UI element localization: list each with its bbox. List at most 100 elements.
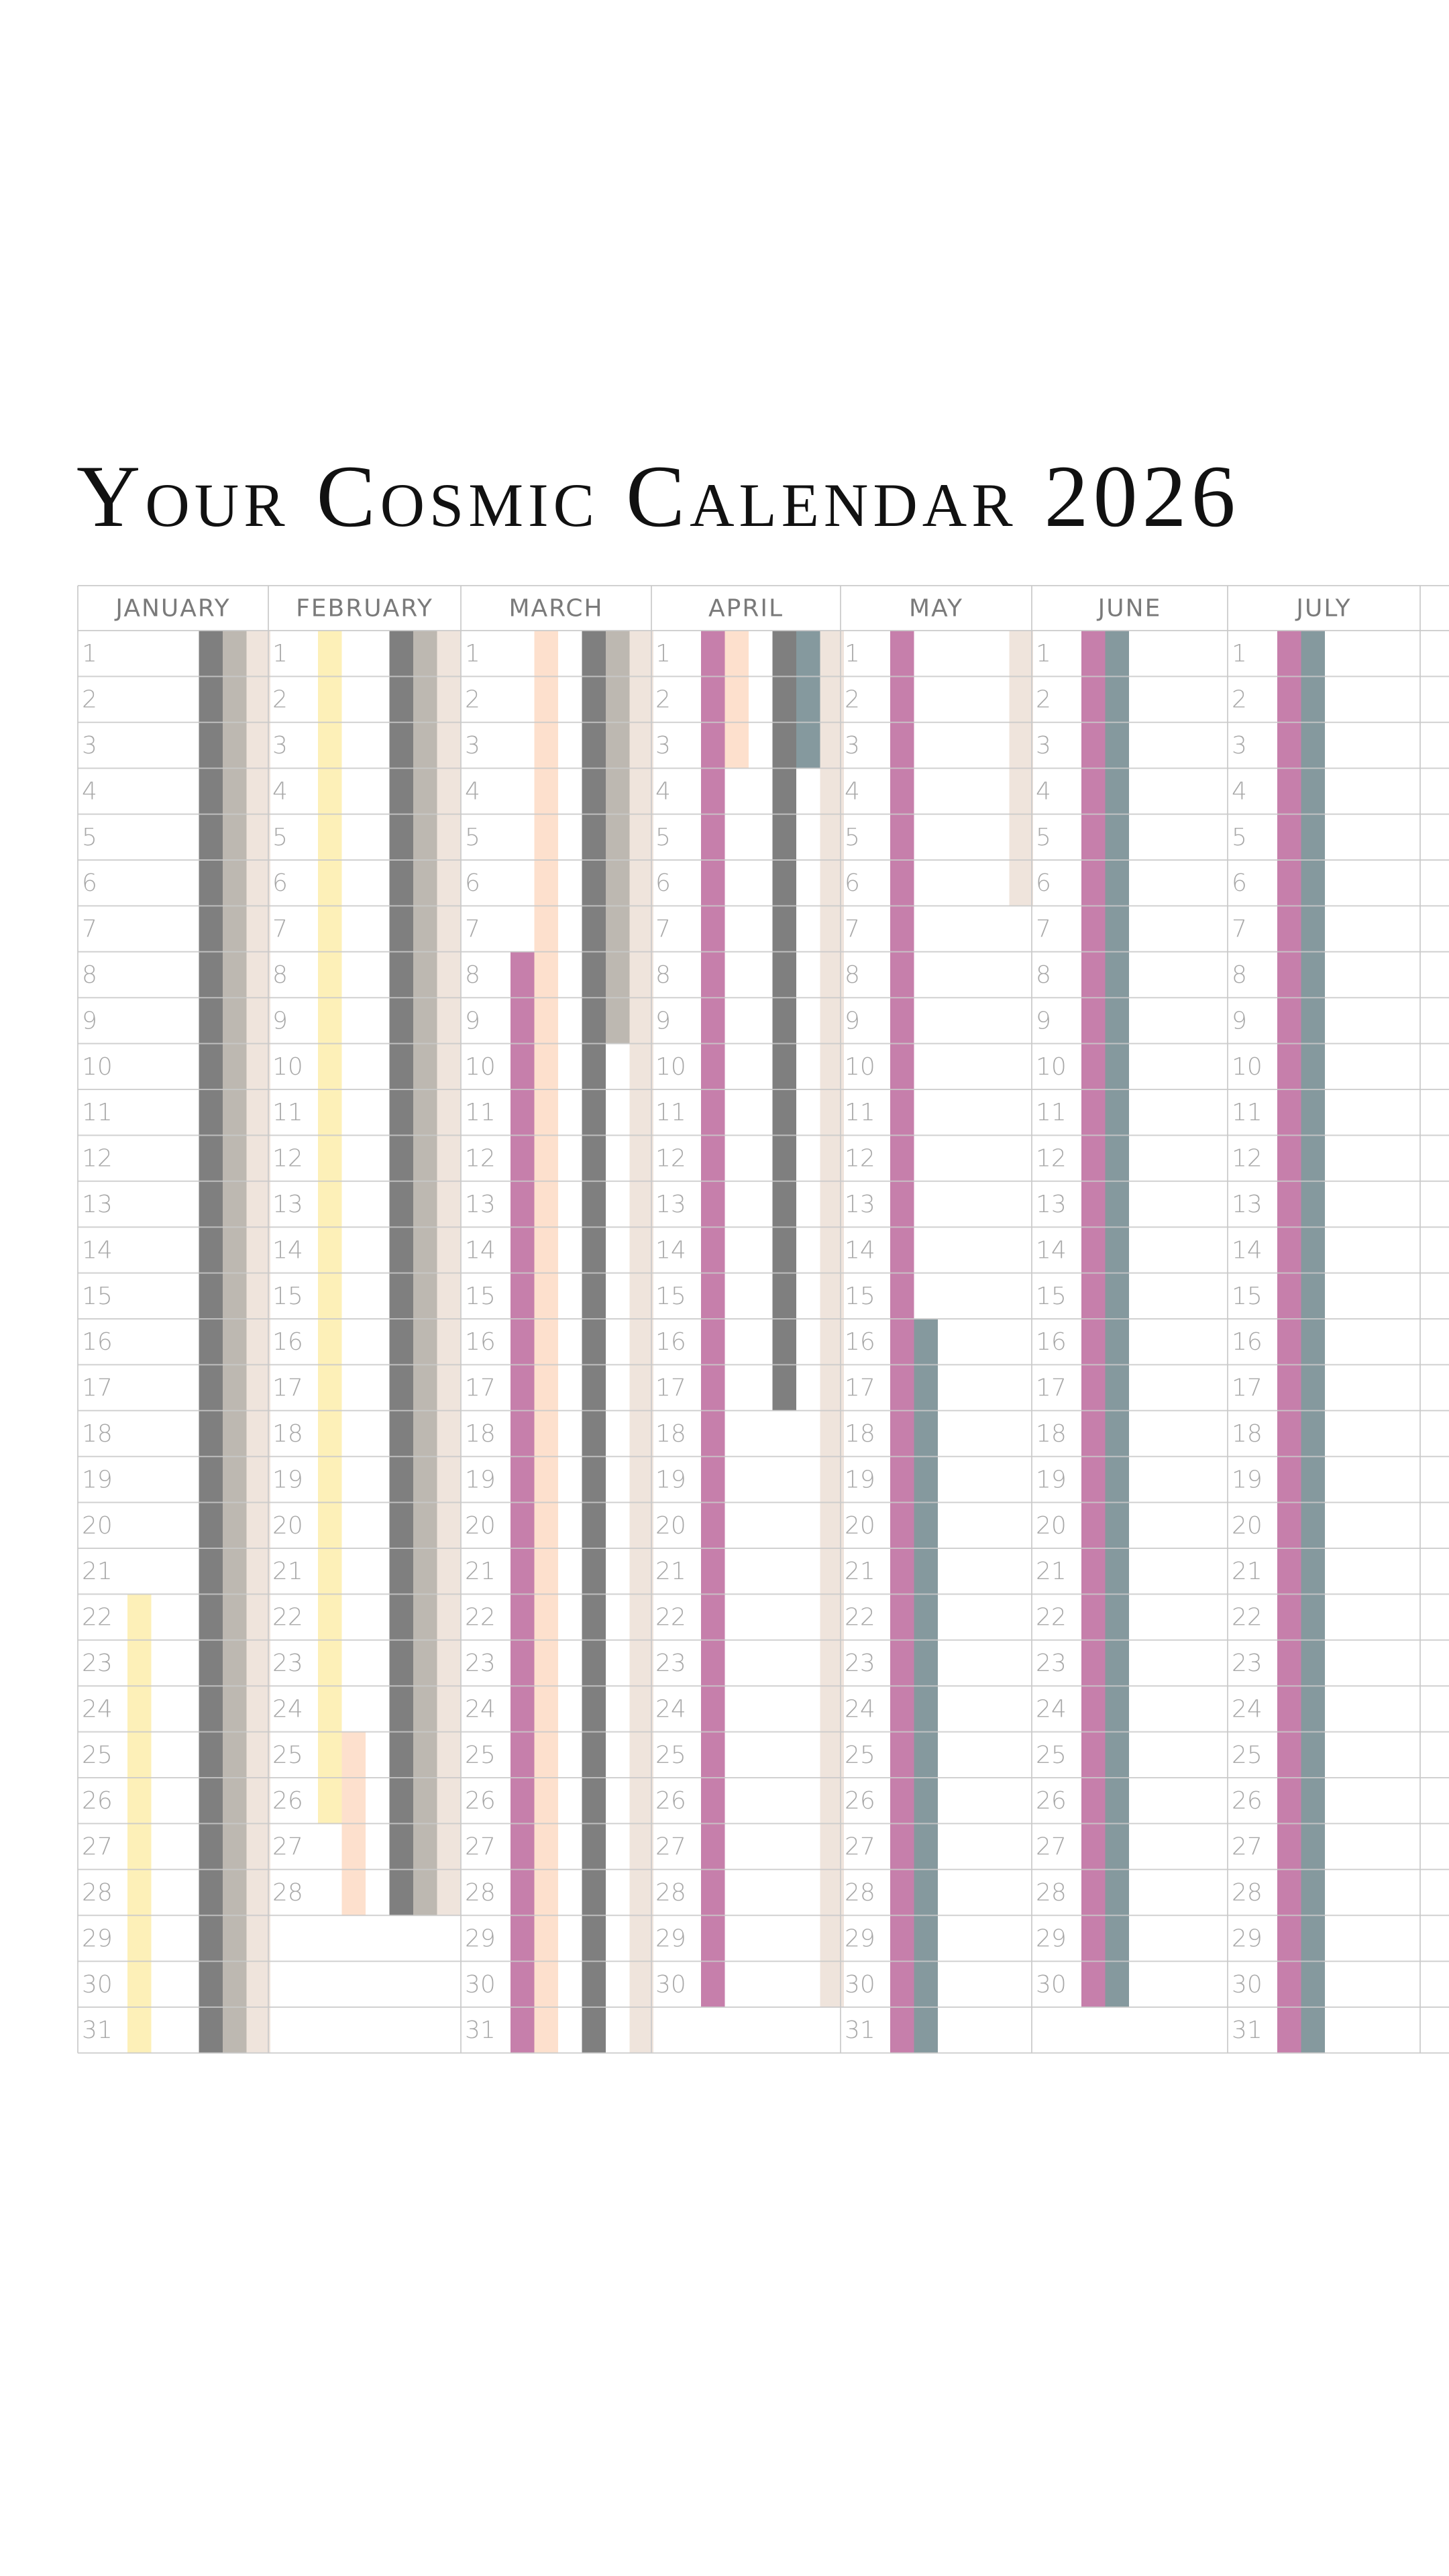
day-number: 2 xyxy=(272,686,288,714)
day-number: 23 xyxy=(465,1650,496,1677)
day-number: 15 xyxy=(655,1283,686,1310)
period-bar xyxy=(772,631,796,1411)
day-number: 22 xyxy=(1036,1604,1067,1631)
day-number: 11 xyxy=(272,1099,303,1126)
day-number: 22 xyxy=(655,1604,686,1631)
day-number: 2 xyxy=(845,686,860,714)
day-number: 21 xyxy=(655,1558,686,1585)
day-number: 19 xyxy=(465,1466,496,1493)
month-name: MARCH xyxy=(508,595,603,623)
day-number: 4 xyxy=(1232,777,1247,805)
day-number: 26 xyxy=(272,1787,303,1815)
day-number: 28 xyxy=(272,1879,303,1907)
day-number: 22 xyxy=(272,1604,303,1631)
day-number: 11 xyxy=(82,1099,113,1126)
day-number: 4 xyxy=(845,777,860,805)
day-number: 11 xyxy=(845,1099,875,1126)
day-number: 10 xyxy=(1232,1053,1263,1081)
day-number: 20 xyxy=(465,1512,496,1540)
day-number: 4 xyxy=(655,777,671,805)
day-number: 25 xyxy=(1232,1741,1263,1769)
period-bar xyxy=(796,631,820,769)
day-number: 31 xyxy=(1232,2017,1263,2044)
day-number: 7 xyxy=(272,916,288,943)
day-number: 1 xyxy=(272,640,288,667)
day-number: 30 xyxy=(845,1971,875,1998)
day-number: 7 xyxy=(845,916,860,943)
day-number: 15 xyxy=(82,1283,113,1310)
day-number: 26 xyxy=(1036,1787,1067,1815)
day-number: 11 xyxy=(1232,1099,1263,1126)
day-number: 6 xyxy=(1232,869,1247,897)
day-number: 25 xyxy=(465,1741,496,1769)
day-number: 17 xyxy=(465,1375,496,1402)
day-number: 30 xyxy=(465,1971,496,1998)
day-number: 23 xyxy=(1232,1650,1263,1677)
day-number: 8 xyxy=(465,961,480,989)
day-number: 27 xyxy=(845,1833,875,1861)
day-number: 24 xyxy=(465,1695,496,1723)
day-number: 1 xyxy=(1232,640,1247,667)
month-name: MAY xyxy=(909,595,963,623)
day-number: 13 xyxy=(845,1191,875,1218)
day-number: 31 xyxy=(845,2017,875,2044)
day-number: 18 xyxy=(1036,1420,1067,1448)
day-number: 7 xyxy=(1036,916,1051,943)
day-number: 21 xyxy=(465,1558,496,1585)
day-number: 20 xyxy=(1232,1512,1263,1540)
day-number: 1 xyxy=(845,640,860,667)
day-number: 7 xyxy=(655,916,671,943)
day-number: 16 xyxy=(655,1328,686,1356)
day-number: 14 xyxy=(1036,1236,1067,1264)
month-name: JULY xyxy=(1295,595,1351,623)
day-number: 2 xyxy=(1232,686,1247,714)
day-number: 3 xyxy=(82,732,97,759)
day-number: 22 xyxy=(465,1604,496,1631)
day-number: 28 xyxy=(845,1879,875,1907)
period-bar xyxy=(246,631,270,2053)
month-name: JUNE xyxy=(1097,595,1162,623)
day-number: 16 xyxy=(1232,1328,1263,1356)
day-number: 13 xyxy=(272,1191,303,1218)
day-number: 8 xyxy=(655,961,671,989)
period-bar xyxy=(890,631,914,2053)
day-number: 17 xyxy=(845,1375,875,1402)
day-number: 3 xyxy=(1232,732,1247,759)
day-number: 7 xyxy=(1232,916,1247,943)
day-number: 20 xyxy=(1036,1512,1067,1540)
day-number: 26 xyxy=(82,1787,113,1815)
day-number: 14 xyxy=(845,1236,875,1264)
day-number: 30 xyxy=(82,1971,113,1998)
day-number: 2 xyxy=(655,686,671,714)
day-number: 20 xyxy=(82,1512,113,1540)
day-number: 10 xyxy=(845,1053,875,1081)
day-number: 10 xyxy=(82,1053,113,1081)
day-number: 23 xyxy=(845,1650,875,1677)
day-number: 27 xyxy=(655,1833,686,1861)
page-title: Your Cosmic Calendar 2026 xyxy=(76,447,1240,545)
day-number: 24 xyxy=(845,1695,875,1723)
day-number: 28 xyxy=(1232,1879,1263,1907)
day-number: 29 xyxy=(465,1925,496,1952)
day-number: 9 xyxy=(845,1007,860,1034)
period-bar xyxy=(606,631,630,1044)
day-number: 1 xyxy=(82,640,97,667)
day-number: 14 xyxy=(82,1236,113,1264)
day-number: 19 xyxy=(82,1466,113,1493)
day-number: 10 xyxy=(655,1053,686,1081)
day-number: 2 xyxy=(82,686,97,714)
day-number: 24 xyxy=(82,1695,113,1723)
labels: JANUARY123456789101112131415161718192021… xyxy=(82,595,1351,2045)
day-number: 15 xyxy=(1232,1283,1263,1310)
day-number: 26 xyxy=(1232,1787,1263,1815)
day-number: 24 xyxy=(1232,1695,1263,1723)
day-number: 16 xyxy=(82,1328,113,1356)
day-number: 19 xyxy=(1036,1466,1067,1493)
day-number: 18 xyxy=(465,1420,496,1448)
day-number: 28 xyxy=(1036,1879,1067,1907)
day-number: 9 xyxy=(1232,1007,1247,1034)
day-number: 13 xyxy=(655,1191,686,1218)
day-number: 24 xyxy=(655,1695,686,1723)
day-number: 17 xyxy=(272,1375,303,1402)
day-number: 22 xyxy=(1232,1604,1263,1631)
